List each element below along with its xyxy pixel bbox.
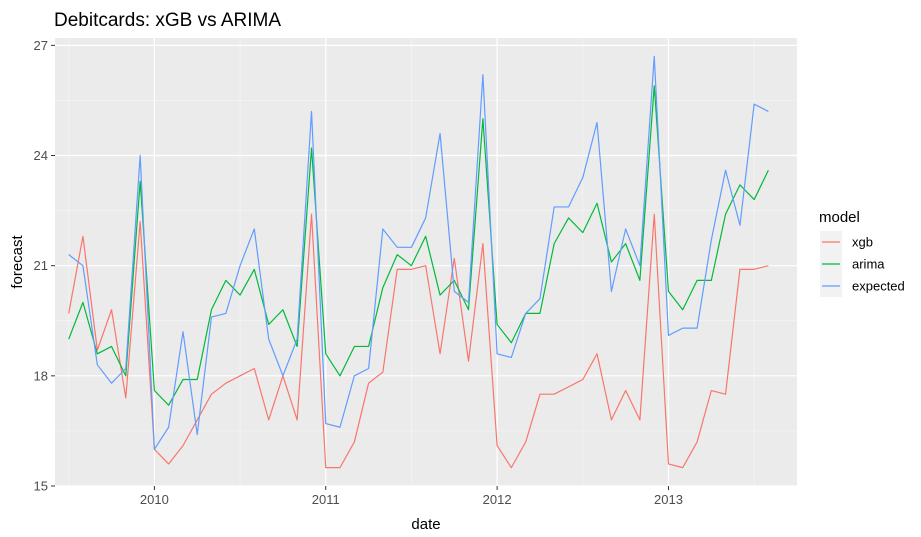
x-tick-label: 2013 [654,492,683,507]
y-tick-label: 21 [34,258,48,273]
legend-label: expected [852,279,905,294]
x-tick-label: 2012 [483,492,512,507]
plot-panel [55,38,797,486]
chart-title: Debitcards: xGB vs ARIMA [54,10,281,31]
series-layer [68,55,769,469]
legend-label: xgb [852,235,873,250]
legend-item-arima: arima [820,253,885,275]
x-axis-ticks: 2010 2011 2012 2013 [140,486,683,507]
legend-label: arima [852,257,885,272]
y-tick-label: 18 [34,368,48,383]
x-tick-label: 2010 [140,492,169,507]
x-axis-title: date [411,516,440,533]
y-axis-ticks: 15 18 21 24 27 [34,38,55,494]
legend-item-expected: expected [820,275,905,297]
legend-item-xgb: xgb [820,231,873,253]
y-tick-label: 24 [34,148,48,163]
legend: model xgb arima expected [819,209,905,297]
series-line-arima [68,85,769,406]
major-grid [55,38,797,487]
y-tick-label: 15 [34,479,48,494]
legend-items: xgb arima expected [820,231,905,297]
y-axis-title: forecast [9,234,26,288]
x-tick-label: 2011 [312,492,340,507]
y-tick-label: 27 [34,38,48,53]
minor-grid [55,38,797,486]
legend-title: model [819,209,860,226]
series-line-xgb [68,213,769,469]
series-line-expected [68,55,769,450]
